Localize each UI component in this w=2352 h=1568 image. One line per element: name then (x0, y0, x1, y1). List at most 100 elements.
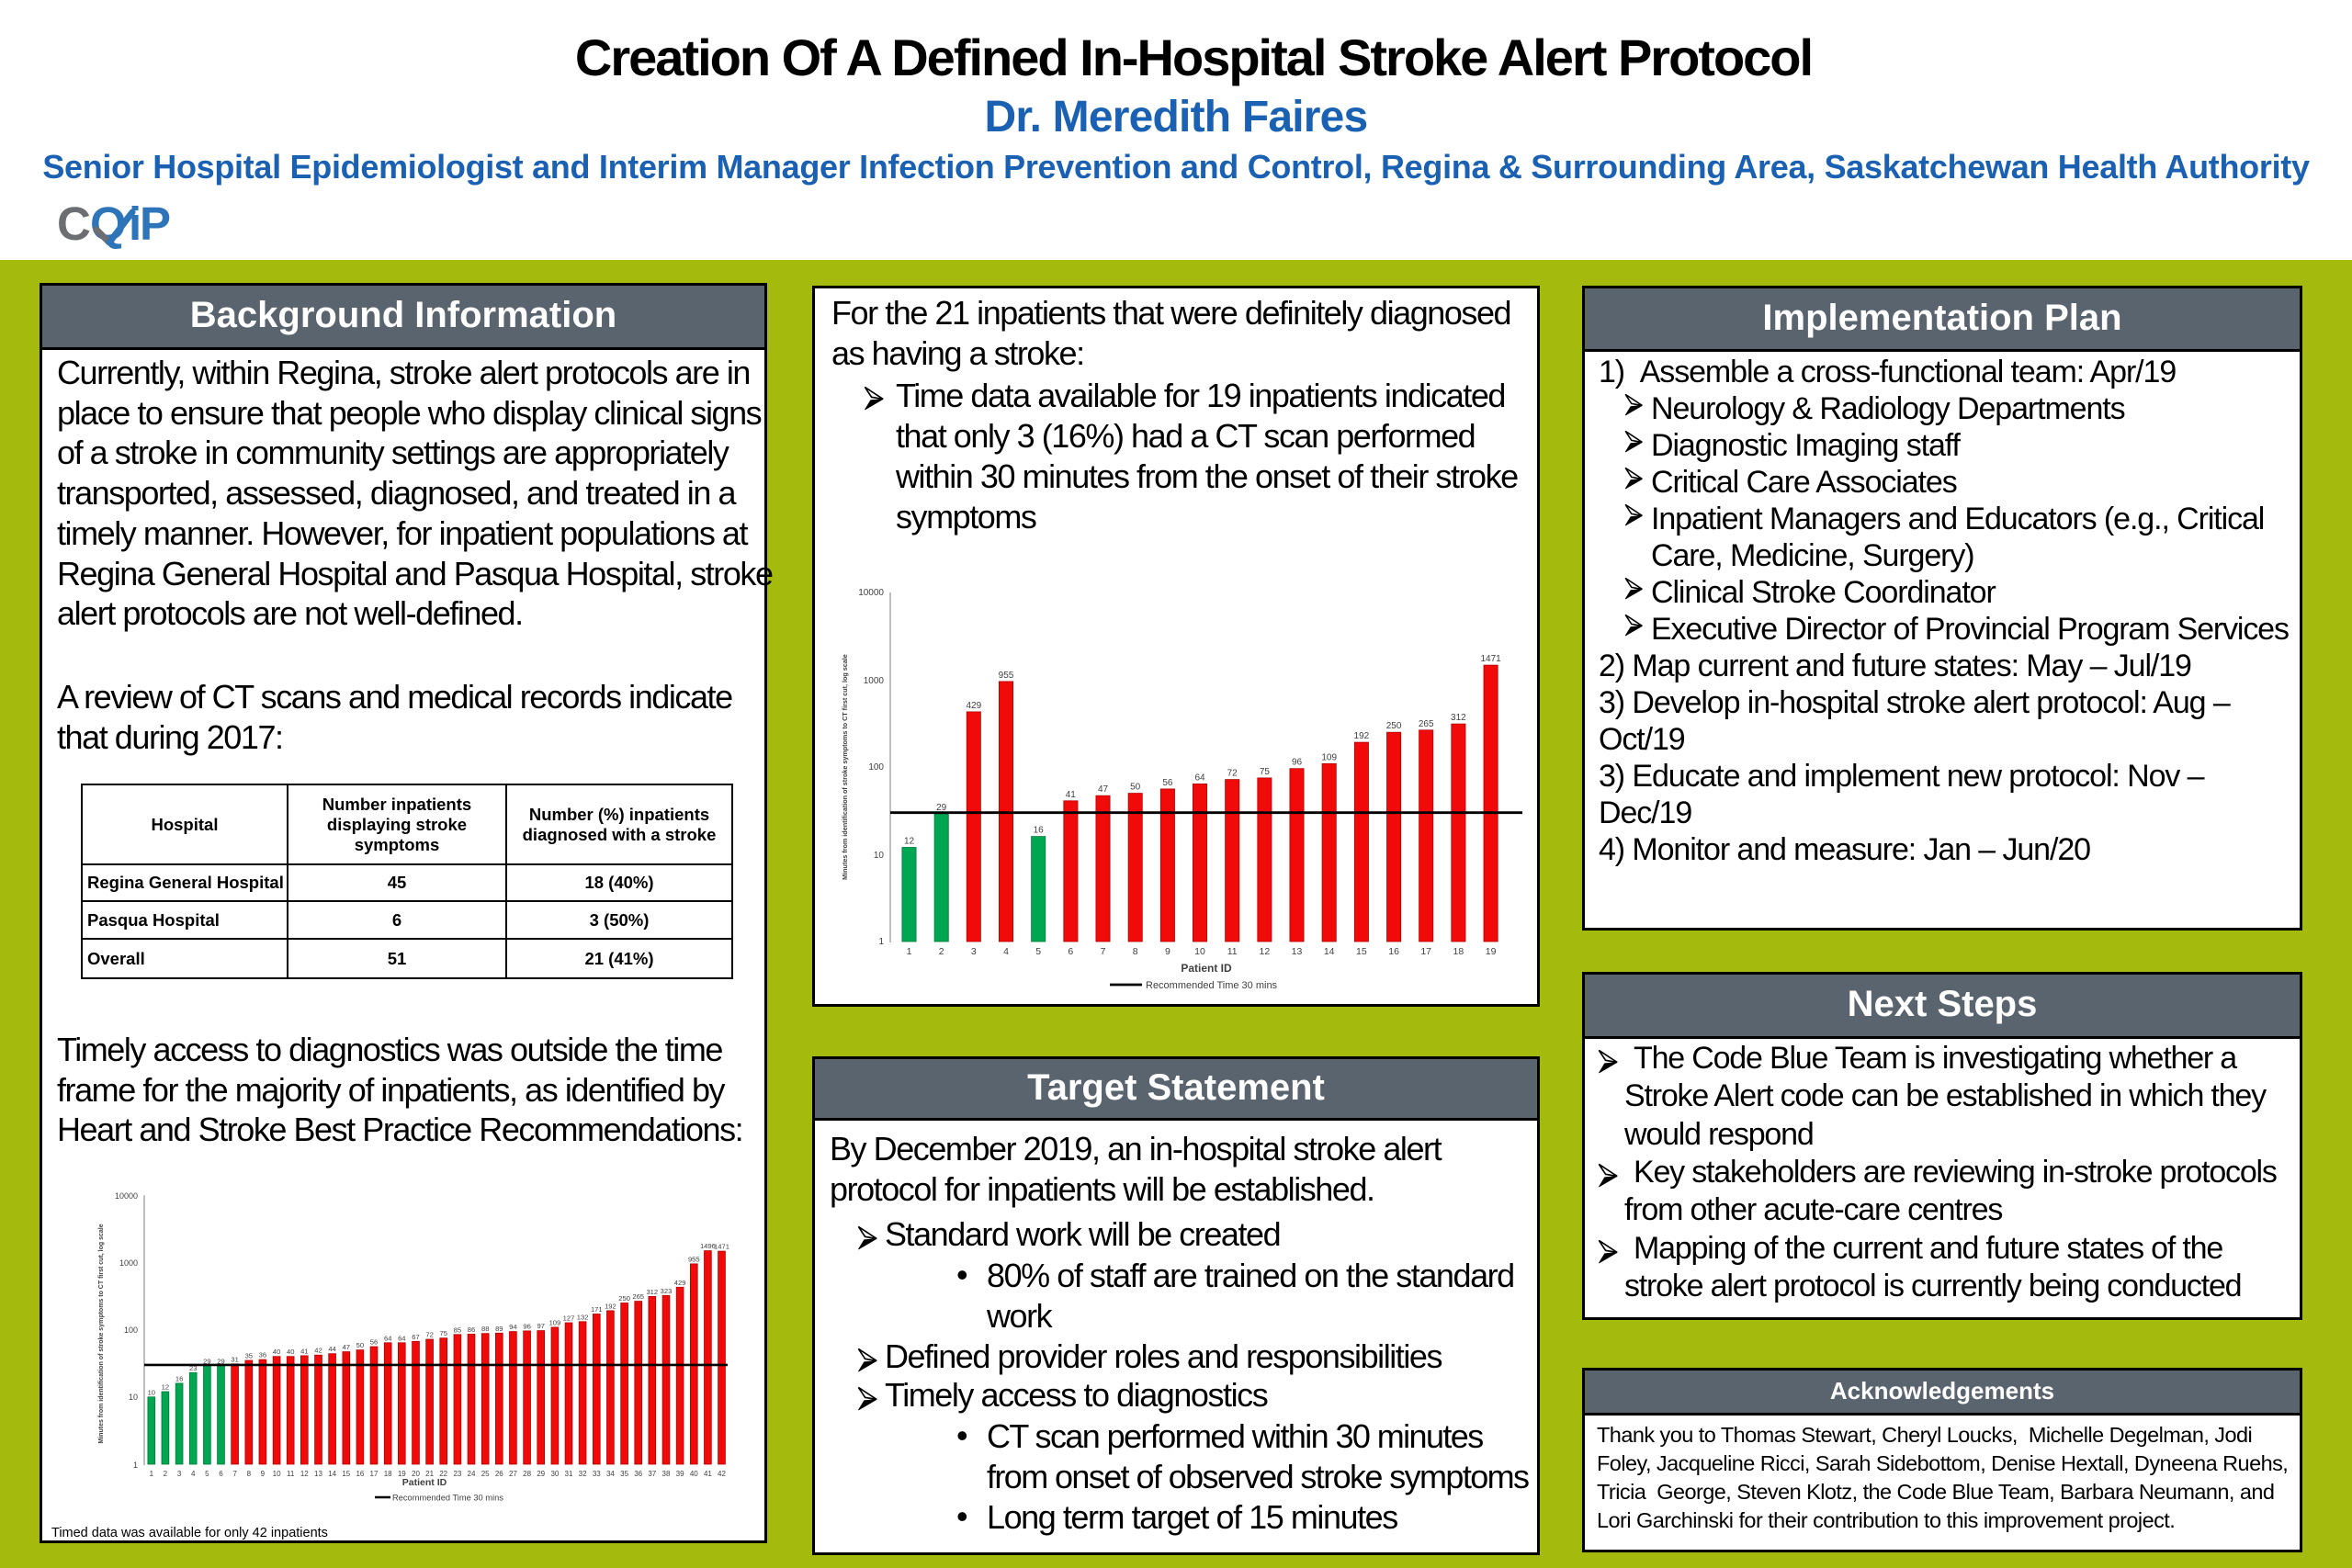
svg-text:42: 42 (718, 1470, 726, 1478)
svg-text:6: 6 (219, 1470, 223, 1478)
svg-text:4: 4 (1003, 946, 1009, 957)
svg-text:312: 312 (1451, 713, 1466, 723)
svg-text:32: 32 (579, 1470, 587, 1478)
svg-text:22: 22 (439, 1470, 447, 1478)
svg-text:41: 41 (704, 1470, 712, 1478)
svg-text:265: 265 (1419, 719, 1434, 729)
svg-text:23: 23 (453, 1470, 461, 1478)
svg-text:192: 192 (605, 1302, 616, 1310)
svg-text:17: 17 (370, 1470, 379, 1478)
svg-text:47: 47 (1098, 784, 1109, 795)
svg-text:50: 50 (356, 1341, 364, 1349)
svg-text:35: 35 (245, 1352, 253, 1360)
svg-text:100: 100 (868, 762, 884, 773)
svg-text:36: 36 (259, 1351, 266, 1359)
svg-text:16: 16 (356, 1470, 364, 1478)
svg-text:23: 23 (189, 1364, 197, 1372)
svg-text:171: 171 (591, 1305, 603, 1314)
svg-text:9: 9 (261, 1470, 266, 1478)
svg-text:12: 12 (300, 1470, 309, 1478)
svg-text:64: 64 (398, 1334, 405, 1342)
svg-text:1: 1 (878, 937, 884, 947)
svg-text:1000: 1000 (864, 676, 885, 686)
svg-text:192: 192 (1354, 731, 1370, 741)
svg-text:31: 31 (565, 1470, 573, 1478)
svg-text:323: 323 (661, 1287, 673, 1295)
svg-text:64: 64 (1194, 773, 1205, 783)
svg-text:10: 10 (1194, 946, 1205, 957)
svg-text:15: 15 (1356, 946, 1367, 957)
svg-text:13: 13 (314, 1470, 322, 1478)
svg-text:955: 955 (688, 1255, 700, 1263)
svg-text:12: 12 (904, 837, 915, 847)
svg-text:1: 1 (907, 946, 912, 957)
svg-text:97: 97 (537, 1322, 544, 1330)
svg-text:37: 37 (648, 1470, 656, 1478)
svg-text:18: 18 (1453, 946, 1464, 957)
svg-text:44: 44 (328, 1345, 335, 1353)
svg-text:Minutes from identification of: Minutes from identification of stroke sy… (98, 1224, 105, 1443)
svg-text:28: 28 (523, 1470, 531, 1478)
svg-text:1471: 1471 (1480, 654, 1501, 664)
svg-text:75: 75 (439, 1329, 447, 1337)
svg-text:10: 10 (129, 1393, 138, 1402)
svg-text:C: C (57, 197, 91, 250)
svg-text:64: 64 (384, 1334, 391, 1342)
svg-text:429: 429 (966, 701, 981, 711)
svg-text:11: 11 (287, 1470, 295, 1478)
svg-text:29: 29 (217, 1358, 224, 1366)
svg-text:47: 47 (343, 1343, 350, 1351)
svg-text:86: 86 (468, 1325, 475, 1334)
svg-text:19: 19 (1486, 946, 1497, 957)
svg-text:7: 7 (232, 1470, 237, 1478)
svg-text:11: 11 (1227, 946, 1238, 957)
svg-text:1496: 1496 (700, 1242, 716, 1250)
svg-text:16: 16 (1388, 946, 1399, 957)
svg-text:250: 250 (618, 1294, 630, 1303)
svg-text:Recommended Time 30 mins: Recommended Time 30 mins (392, 1494, 503, 1503)
svg-text:89: 89 (495, 1325, 503, 1333)
svg-text:1: 1 (133, 1461, 138, 1470)
svg-text:429: 429 (674, 1279, 686, 1287)
svg-text:72: 72 (1227, 769, 1238, 779)
svg-text:Minutes from identification of: Minutes from identification of stroke sy… (841, 654, 849, 880)
svg-text:27: 27 (509, 1470, 517, 1478)
svg-text:40: 40 (273, 1348, 280, 1356)
svg-text:10: 10 (148, 1388, 155, 1396)
svg-text:3: 3 (177, 1470, 182, 1478)
svg-text:33: 33 (593, 1470, 601, 1478)
svg-text:85: 85 (454, 1325, 461, 1334)
svg-text:5: 5 (205, 1470, 209, 1478)
svg-text:31: 31 (231, 1355, 238, 1363)
svg-text:6: 6 (1068, 946, 1073, 957)
svg-text:67: 67 (412, 1333, 419, 1341)
svg-text:Patient ID: Patient ID (402, 1477, 447, 1488)
svg-text:127: 127 (563, 1314, 575, 1323)
svg-text:29: 29 (936, 803, 947, 813)
svg-text:39: 39 (676, 1470, 684, 1478)
svg-text:4: 4 (191, 1470, 196, 1478)
svg-text:7: 7 (1101, 946, 1106, 957)
svg-text:24: 24 (468, 1470, 476, 1478)
svg-text:2: 2 (939, 946, 944, 957)
svg-text:96: 96 (523, 1322, 530, 1330)
svg-text:3: 3 (971, 946, 977, 957)
svg-text:Patient ID: Patient ID (1181, 962, 1232, 975)
svg-text:12: 12 (1260, 946, 1271, 957)
svg-text:35: 35 (620, 1470, 628, 1478)
svg-text:30: 30 (550, 1470, 559, 1478)
svg-text:9: 9 (1165, 946, 1170, 957)
svg-text:26: 26 (495, 1470, 503, 1478)
svg-text:29: 29 (203, 1358, 210, 1366)
svg-text:109: 109 (549, 1318, 561, 1326)
svg-text:132: 132 (577, 1313, 589, 1321)
svg-text:17: 17 (1420, 946, 1431, 957)
svg-text:41: 41 (1066, 790, 1077, 800)
svg-text:P: P (140, 197, 171, 250)
svg-text:36: 36 (634, 1470, 642, 1478)
svg-text:56: 56 (370, 1338, 378, 1347)
svg-text:88: 88 (481, 1325, 489, 1333)
svg-text:14: 14 (328, 1470, 336, 1478)
svg-text:1000: 1000 (119, 1258, 138, 1268)
svg-text:250: 250 (1386, 721, 1402, 731)
